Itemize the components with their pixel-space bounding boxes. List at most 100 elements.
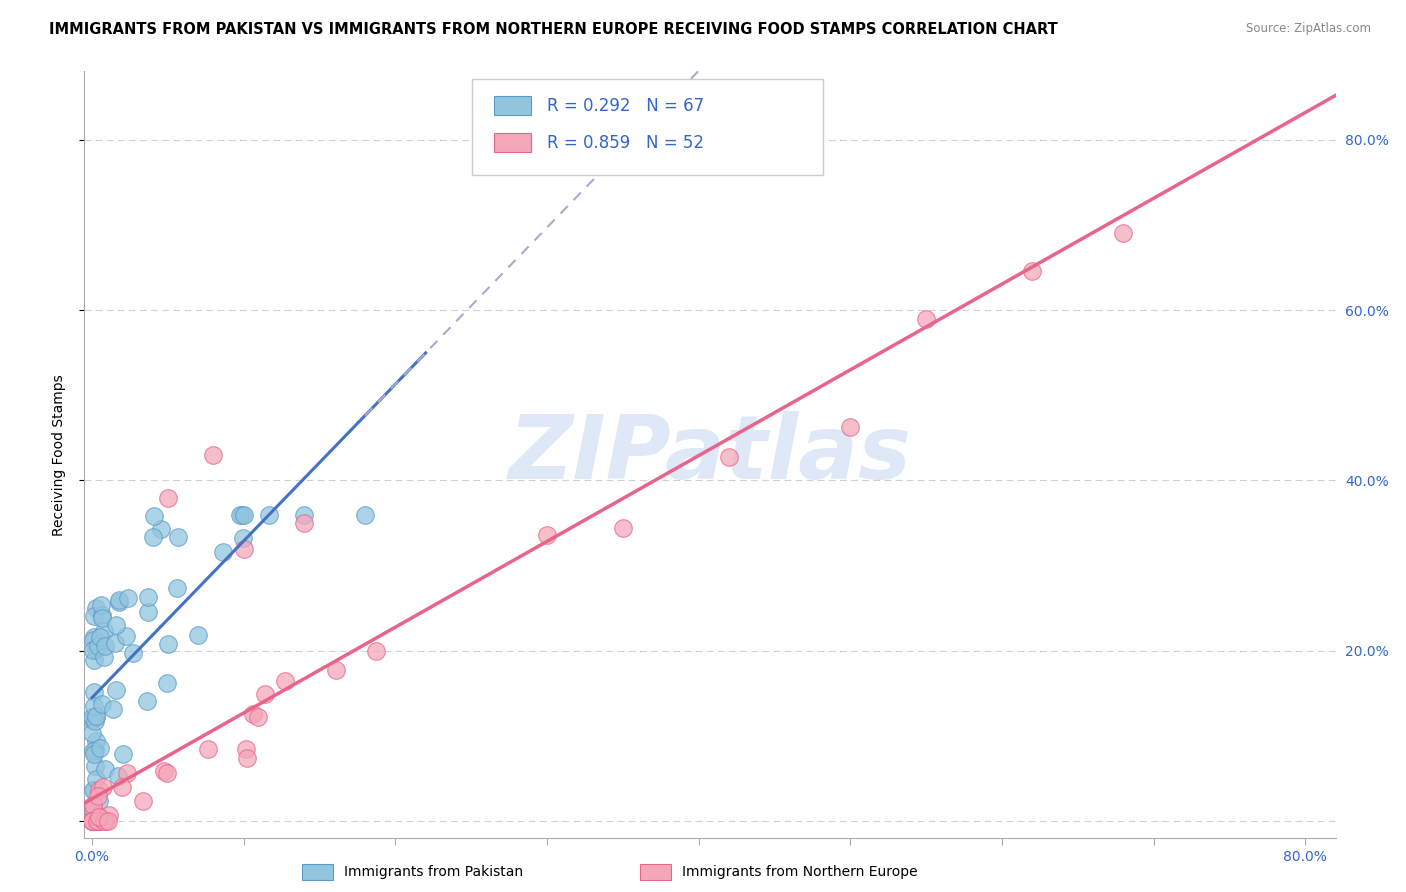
Point (136, 590, 159, 604)
Point (143, 509, 166, 524)
FancyBboxPatch shape (494, 133, 531, 152)
Point (83, 714, 105, 729)
Point (117, 591, 139, 606)
Point (232, 541, 254, 556)
Point (142, 530, 165, 544)
Point (90, 697, 112, 711)
Point (83, 698, 105, 713)
Point (107, 769, 129, 783)
Point (292, 516, 315, 530)
Point (82, 814, 104, 829)
Point (122, 646, 145, 660)
Point (80, 814, 103, 829)
Point (232, 532, 254, 546)
Point (231, 508, 253, 522)
Point (108, 595, 131, 609)
Point (84, 709, 107, 723)
Point (236, 751, 259, 765)
Point (232, 508, 254, 522)
Point (83, 685, 105, 699)
Point (82, 814, 104, 829)
FancyBboxPatch shape (494, 96, 531, 115)
Point (87, 794, 110, 808)
Point (84, 734, 107, 748)
Point (166, 530, 188, 544)
Point (246, 709, 269, 723)
Point (90, 611, 112, 625)
Point (89, 741, 111, 756)
FancyBboxPatch shape (472, 79, 823, 175)
Point (82, 814, 104, 829)
Point (83, 630, 105, 644)
Text: IMMIGRANTS FROM PAKISTAN VS IMMIGRANTS FROM NORTHERN EUROPE RECEIVING FOOD STAMP: IMMIGRANTS FROM PAKISTAN VS IMMIGRANTS F… (49, 22, 1057, 37)
Point (82, 710, 104, 724)
Point (86, 810, 108, 824)
Point (83, 747, 105, 761)
Point (105, 618, 128, 632)
Point (82, 814, 104, 829)
Text: R = 0.292   N = 67: R = 0.292 N = 67 (547, 97, 704, 115)
Text: Immigrants from Pakistan: Immigrants from Pakistan (344, 865, 523, 880)
Point (197, 742, 219, 756)
Point (82, 643, 104, 657)
Point (1112, 226, 1135, 240)
Point (82, 713, 104, 727)
Point (82, 797, 104, 812)
Point (229, 508, 252, 522)
Point (115, 629, 138, 643)
Point (87, 814, 110, 829)
Point (83, 653, 105, 667)
Point (94, 814, 117, 829)
Point (84, 814, 107, 829)
Point (83, 814, 105, 829)
Point (84, 772, 107, 786)
Point (98, 808, 121, 822)
Point (83, 608, 105, 623)
Point (86, 814, 108, 829)
Point (156, 675, 179, 690)
Point (136, 693, 159, 707)
Point (717, 450, 740, 464)
Point (325, 663, 347, 677)
Point (93, 624, 115, 639)
Point (83, 782, 105, 797)
Point (187, 628, 209, 642)
Point (202, 448, 225, 462)
Point (87, 814, 110, 829)
Point (115, 765, 138, 780)
Point (354, 508, 377, 522)
Point (839, 419, 862, 434)
Point (84, 709, 107, 723)
Point (84, 743, 107, 757)
Y-axis label: Receiving Food Stamps: Receiving Food Stamps (52, 374, 66, 536)
Point (156, 491, 179, 505)
Point (166, 581, 188, 595)
Text: Source: ZipAtlas.com: Source: ZipAtlas.com (1246, 22, 1371, 36)
Point (83, 814, 105, 829)
Point (93, 649, 115, 664)
Point (87, 782, 110, 797)
Point (103, 702, 125, 716)
Point (136, 605, 159, 619)
Point (97, 814, 120, 829)
Point (108, 593, 131, 607)
Point (915, 312, 938, 326)
Point (364, 644, 387, 658)
Point (82, 802, 104, 816)
Point (93, 814, 115, 829)
Point (91, 780, 114, 794)
Point (90, 599, 112, 613)
Point (82, 803, 104, 817)
Point (87, 808, 110, 822)
Point (257, 508, 280, 522)
Point (235, 742, 257, 756)
Text: Immigrants from Northern Europe: Immigrants from Northern Europe (682, 865, 918, 880)
Point (87, 814, 110, 829)
Point (80, 726, 103, 740)
Point (87, 639, 110, 653)
Point (156, 637, 179, 651)
Point (84, 642, 107, 657)
Point (104, 683, 127, 698)
Point (1021, 264, 1043, 278)
Point (112, 747, 135, 761)
